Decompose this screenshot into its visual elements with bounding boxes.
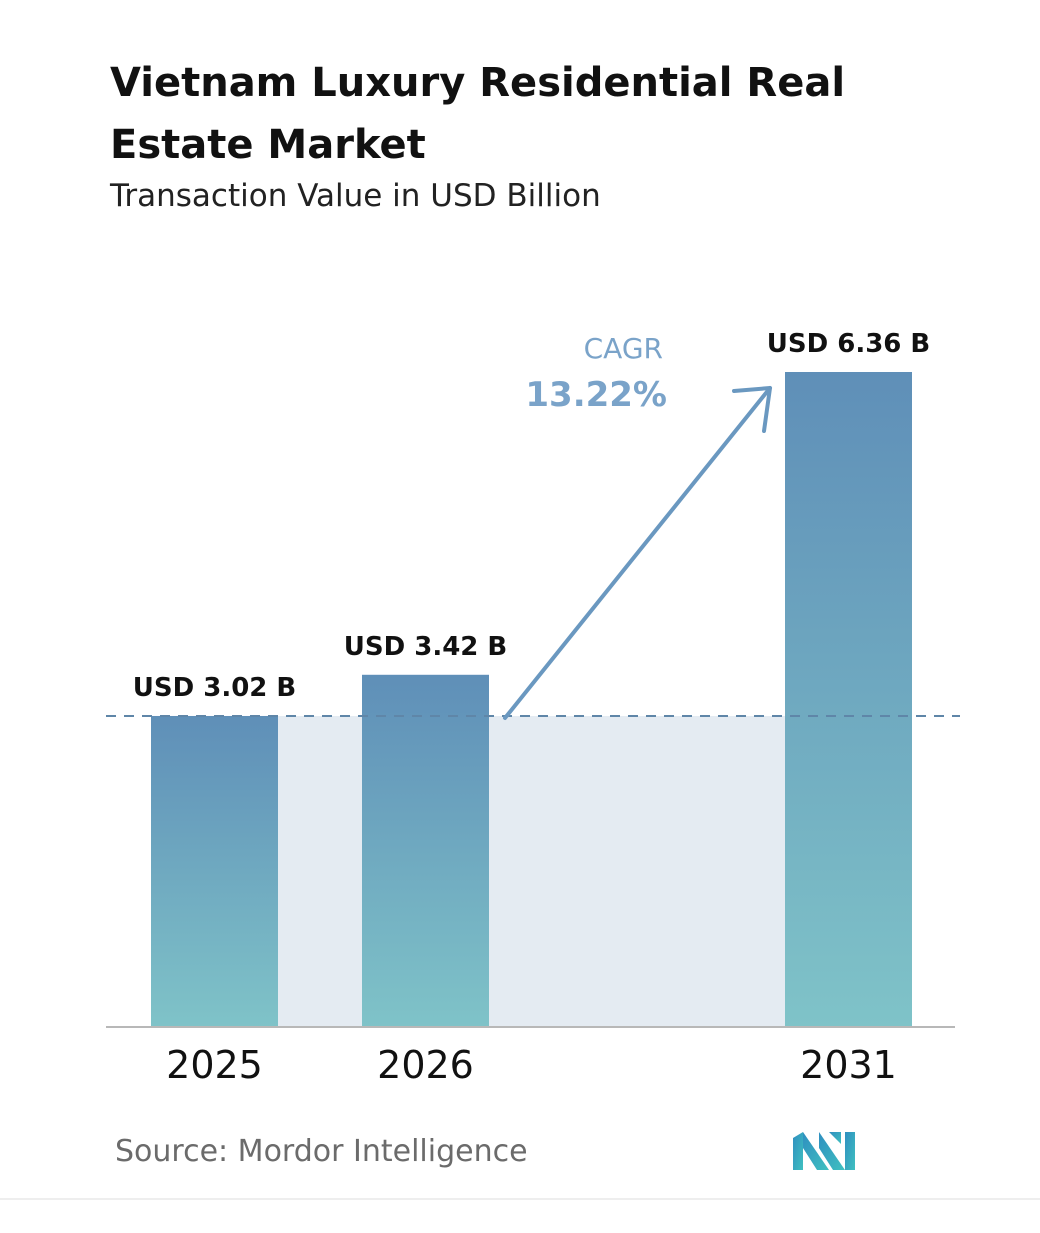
category-label-2026: 2026 (377, 1043, 474, 1087)
bar-2026 (362, 674, 489, 1027)
cagr-label: CAGR (584, 332, 663, 365)
value-label-2025: USD 3.02 B (133, 673, 297, 703)
chart-subtitle: Transaction Value in USD Billion (110, 178, 601, 214)
mordor-logo-icon (793, 1132, 855, 1170)
bar-2031 (785, 372, 912, 1027)
chart-title: Vietnam Luxury Residential Real Estate M… (110, 60, 846, 168)
cagr-arrow-icon (503, 386, 772, 720)
footer-divider (0, 1198, 1040, 1200)
bar-2025 (151, 715, 278, 1027)
value-label-2031: USD 6.36 B (767, 329, 931, 359)
cagr-value: 13.22% (525, 375, 667, 415)
category-label-2025: 2025 (166, 1043, 263, 1087)
category-label-2031: 2031 (800, 1043, 897, 1087)
source-note: Source: Mordor Intelligence (115, 1134, 528, 1169)
value-label-2026: USD 3.42 B (344, 632, 508, 662)
cagr-arrowhead-icon (732, 386, 772, 433)
